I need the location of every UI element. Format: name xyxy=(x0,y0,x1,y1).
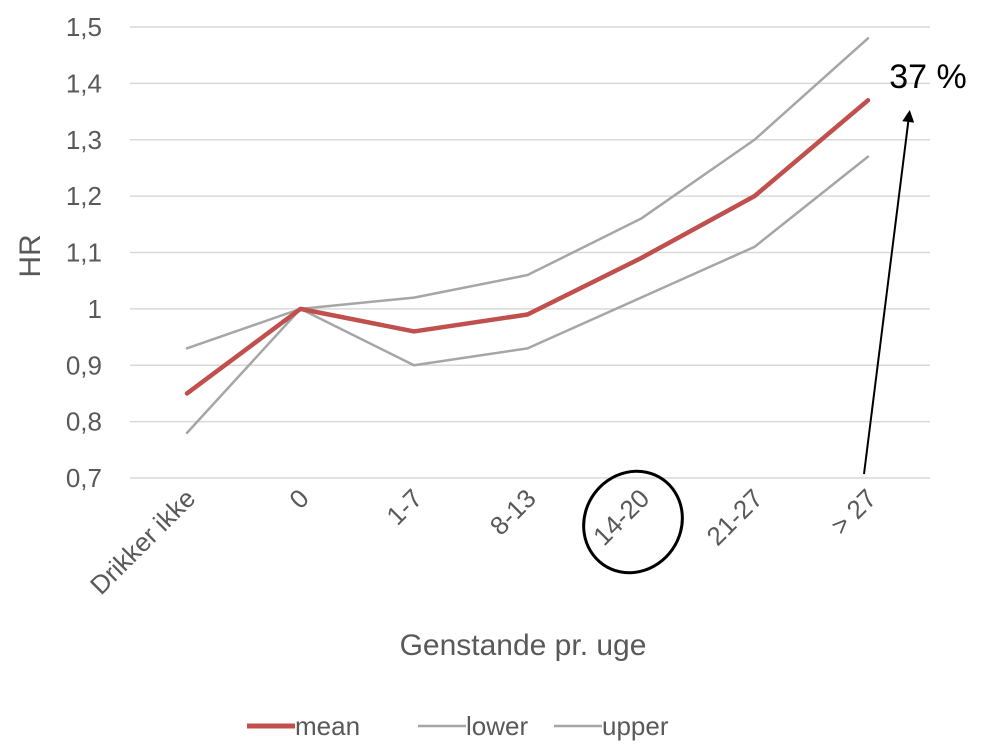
x-tick-label: 0 xyxy=(283,483,314,514)
y-tick-label: 1 xyxy=(88,294,102,324)
series-lines xyxy=(184,37,871,435)
series-line-upper xyxy=(185,37,870,350)
y-tick-label: 1,3 xyxy=(66,125,102,155)
annotation-label: 37 % xyxy=(889,58,967,96)
annotations: 37 % xyxy=(582,58,967,575)
gridlines xyxy=(130,26,930,479)
legend: mean lower upper xyxy=(247,711,669,741)
annotation-circle xyxy=(582,469,684,575)
y-tick-label: 1,1 xyxy=(66,238,102,268)
x-tick-label: Drikker ikke xyxy=(84,483,201,600)
x-tick-label: > 27 xyxy=(825,483,883,541)
x-tick-label: 1-7 xyxy=(380,483,428,531)
y-tick-label: 0,8 xyxy=(66,407,102,437)
y-tick-label: 0,7 xyxy=(66,463,102,493)
y-tick-label: 1,4 xyxy=(66,68,102,98)
annotation-arrow xyxy=(863,110,915,475)
y-tick-label: 1,5 xyxy=(66,12,102,42)
x-axis-title: Genstande pr. uge xyxy=(400,629,647,662)
legend-label-lower: lower xyxy=(466,711,528,741)
series-line-mean xyxy=(184,98,871,396)
x-tick-label: 21-27 xyxy=(701,483,769,551)
y-axis-title: HR xyxy=(14,234,47,277)
legend-label-mean: mean xyxy=(295,711,360,741)
y-tick-label: 0,9 xyxy=(66,350,102,380)
y-tick-labels: 0,7 0,8 0,9 1 1,1 1,2 1,3 1,4 1,5 xyxy=(66,12,102,493)
legend-label-upper: upper xyxy=(602,711,669,741)
y-tick-label: 1,2 xyxy=(66,181,102,211)
x-tick-label: 14-20 xyxy=(587,483,655,551)
x-tick-label: 8-13 xyxy=(484,483,542,541)
x-tick-labels: Drikker ikke 0 1-7 8-13 14-20 21-27 > 27 xyxy=(84,483,882,600)
series-line-lower xyxy=(185,155,870,435)
